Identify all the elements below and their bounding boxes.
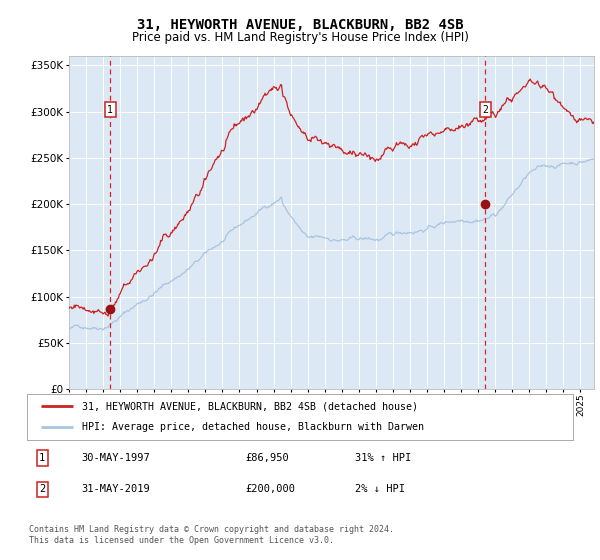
Text: Price paid vs. HM Land Registry's House Price Index (HPI): Price paid vs. HM Land Registry's House … xyxy=(131,31,469,44)
Text: £86,950: £86,950 xyxy=(245,453,289,463)
Text: Contains HM Land Registry data © Crown copyright and database right 2024.
This d: Contains HM Land Registry data © Crown c… xyxy=(29,525,394,545)
Text: 30-MAY-1997: 30-MAY-1997 xyxy=(82,453,151,463)
Text: 2: 2 xyxy=(39,484,46,494)
Text: £200,000: £200,000 xyxy=(245,484,295,494)
Text: 31, HEYWORTH AVENUE, BLACKBURN, BB2 4SB: 31, HEYWORTH AVENUE, BLACKBURN, BB2 4SB xyxy=(137,18,463,32)
Text: 31% ↑ HPI: 31% ↑ HPI xyxy=(355,453,411,463)
Text: HPI: Average price, detached house, Blackburn with Darwen: HPI: Average price, detached house, Blac… xyxy=(82,422,424,432)
Text: 2% ↓ HPI: 2% ↓ HPI xyxy=(355,484,404,494)
Text: 31, HEYWORTH AVENUE, BLACKBURN, BB2 4SB (detached house): 31, HEYWORTH AVENUE, BLACKBURN, BB2 4SB … xyxy=(82,401,418,411)
Text: 1: 1 xyxy=(107,105,113,115)
Text: 2: 2 xyxy=(482,105,488,115)
Text: 1: 1 xyxy=(39,453,46,463)
Text: 31-MAY-2019: 31-MAY-2019 xyxy=(82,484,151,494)
